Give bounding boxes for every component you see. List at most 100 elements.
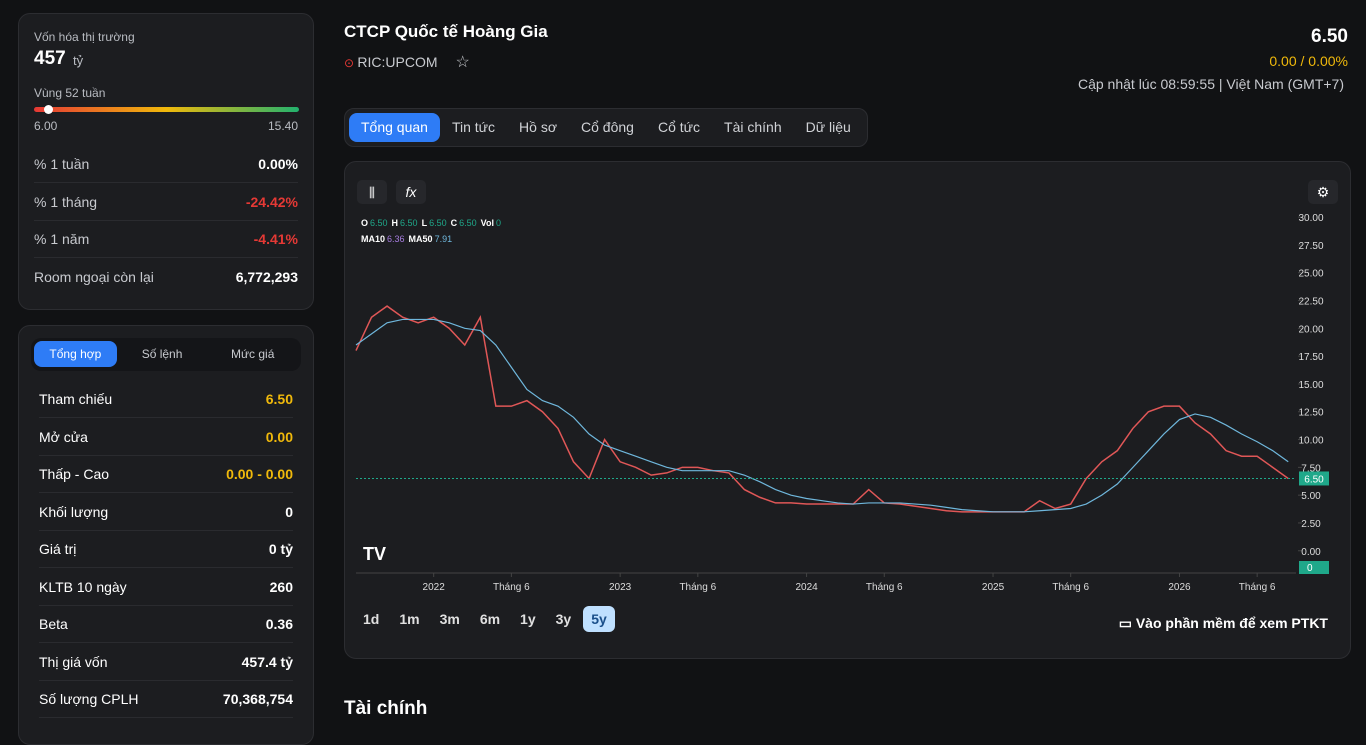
summary-row: Khối lượng 0 [39, 494, 293, 531]
stat-value: -24.42% [245, 193, 298, 210]
period-button[interactable]: 1m [399, 611, 420, 627]
y-tick-label: 20.00 [1298, 324, 1323, 335]
unit: tỷ [73, 53, 84, 68]
legend-key: Vol [481, 218, 494, 228]
summary-row: Thị giá vốn 457.4 tỷ [39, 644, 293, 681]
summary-tab[interactable]: Số lệnh [141, 347, 183, 361]
settings-button[interactable] [1308, 180, 1338, 204]
y-tick-label: 0.00 [1301, 547, 1321, 558]
row-label: Beta [39, 616, 68, 632]
x-tick-label: Tháng 6 [1052, 582, 1089, 593]
main-tabs: Tổng quan Tin tức Hồ sơ Cổ đông Cổ tức Tài ch… [344, 108, 868, 147]
y-tick-label: 12.50 [1298, 408, 1323, 419]
stat-row: % 1 tháng -24.42% [34, 184, 298, 221]
main-tab[interactable]: Tin tức [451, 119, 496, 135]
main-tab[interactable]: Cổ tức [657, 119, 701, 135]
row-label: Thị giá vốn [39, 653, 108, 670]
summary-tab[interactable]: Tổng hợp [34, 341, 117, 367]
summary-tabs: Tổng hợp Số lệnh Mức giá [31, 338, 301, 371]
summary-row: Thấp - Cao 0.00 - 0.00 [39, 456, 293, 493]
summary-card: Tổng hợp Số lệnh Mức giá Tham chiếu 6.50 Mở … [18, 325, 314, 745]
x-tick-label: Tháng 6 [1239, 582, 1276, 593]
legend-value: 6.50 [459, 218, 477, 228]
main-tab[interactable]: Dữ liệu [805, 119, 851, 135]
summary-row: Tham chiếu 6.50 [39, 381, 293, 418]
summary-tab[interactable]: Mức giá [230, 347, 275, 361]
y-tick-label: 10.00 [1298, 436, 1323, 447]
legend-value: 0 [496, 218, 501, 228]
indicator-icon: fx [406, 184, 418, 200]
summary-row: KLTB 10 ngày 260 [39, 569, 293, 606]
x-tick-label: Tháng 6 [679, 582, 716, 593]
main-tab[interactable]: Cổ đông [581, 119, 634, 135]
summary-row: Beta 0.36 [39, 606, 293, 643]
x-tick-label: Tháng 6 [866, 582, 903, 593]
ptkt-text: Vào phần mềm để xem PTKT [1135, 615, 1328, 631]
period-button[interactable]: 1d [363, 611, 380, 627]
stat-value: -4.41% [253, 231, 298, 247]
stat-value: 0.00% [258, 156, 298, 172]
label: Vùng 52 tuần [34, 86, 106, 100]
main-tab[interactable]: Tổng quan [349, 113, 440, 142]
x-tick-label: Tháng 6 [493, 582, 530, 593]
volume-label: 0 [1307, 563, 1313, 574]
chart-card: ⫼ fx ⚙ TV 30.00 27.50 25.00 22.50 20.00 17.50… [344, 161, 1351, 659]
candle-icon: ⫼ [369, 185, 375, 200]
periods: 1d 1m 3m 6m 1y 3y 5y [355, 606, 615, 632]
indicator-button[interactable] [396, 180, 426, 204]
period-button[interactable]: 5y [583, 606, 615, 632]
ma-line [355, 318, 1289, 513]
chart: ⫼ fx ⚙ TV 30.00 27.50 25.00 22.50 20.00 17.50… [355, 180, 1338, 593]
row-value: 260 [269, 578, 293, 595]
range-low: 6.00 [34, 119, 58, 133]
row-label: Số lượng CPLH [39, 691, 139, 707]
period-button[interactable]: 3m [439, 611, 460, 627]
row-label: Khối lượng [39, 503, 109, 520]
overview-card: Vốn hóa thị trường 457 tỷ Vùng 52 tuần 6… [18, 13, 314, 310]
legend-key: O [361, 218, 368, 228]
favorite-star[interactable]: ☆ [455, 54, 470, 71]
row-label: KLTB 10 ngày [39, 578, 127, 595]
row-value: 70,368,754 [222, 691, 293, 707]
y-tick-label: 27.50 [1298, 241, 1323, 252]
range-high: 15.40 [267, 119, 298, 133]
y-tick-label: 5.00 [1301, 491, 1321, 502]
y-tick-label: 7.50 [1301, 463, 1321, 474]
row-label: Tham chiếu [39, 391, 113, 407]
y-tick-label: 2.50 [1301, 519, 1321, 530]
ticker-text: RIC:UPCOM [357, 54, 438, 70]
stat-label: % 1 năm [34, 231, 90, 247]
period-button[interactable]: 3y [555, 611, 572, 627]
y-tick-label: 17.50 [1298, 352, 1323, 363]
legend-value: 6.36 [387, 234, 405, 244]
x-tick-label: 2026 [1168, 582, 1191, 593]
row-label: Thấp - Cao [39, 466, 110, 482]
y-tick-label: 30.00 [1298, 213, 1323, 224]
stat-label: % 1 tháng [34, 193, 98, 210]
period-button[interactable]: 6m [479, 611, 501, 627]
y-tick-label: 15.00 [1298, 380, 1323, 391]
stat-value: 6,772,293 [235, 269, 298, 285]
summary-row: Số lượng CPLH 70,368,754 [39, 681, 293, 718]
candle-button[interactable] [357, 180, 387, 204]
label: Vốn hóa thị trường [34, 30, 135, 44]
ptkt-link[interactable]: ▭ Vào phần mềm để xem PTKT [1118, 615, 1328, 631]
x-tick-label: 2025 [982, 582, 1005, 593]
stat-row: % 1 năm -4.41% [34, 221, 298, 258]
tv-logo: TV [363, 544, 386, 564]
tab-row: Tổng hợp Số lệnh Mức giá [31, 338, 301, 370]
row-label: Giá trị [39, 541, 77, 557]
settings-icon: ⚙ [1317, 184, 1330, 200]
main-tab[interactable]: Hồ sơ [519, 119, 558, 135]
legend-value: 6.50 [429, 218, 447, 228]
last-price-label: 6.50 [1304, 474, 1324, 485]
main-tab[interactable]: Tài chính [724, 119, 782, 135]
stat-label: % 1 tuần [34, 156, 90, 172]
y-tick-label: 25.00 [1298, 269, 1323, 280]
section-title: Tài chính [344, 698, 428, 719]
legend-key: C [451, 218, 458, 228]
summary-row: Mở cửa 0.00 [39, 419, 293, 456]
summary-row: Giá trị 0 tỷ [39, 531, 293, 568]
legend-key: MA10 [361, 234, 385, 244]
period-button[interactable]: 1y [520, 611, 536, 627]
